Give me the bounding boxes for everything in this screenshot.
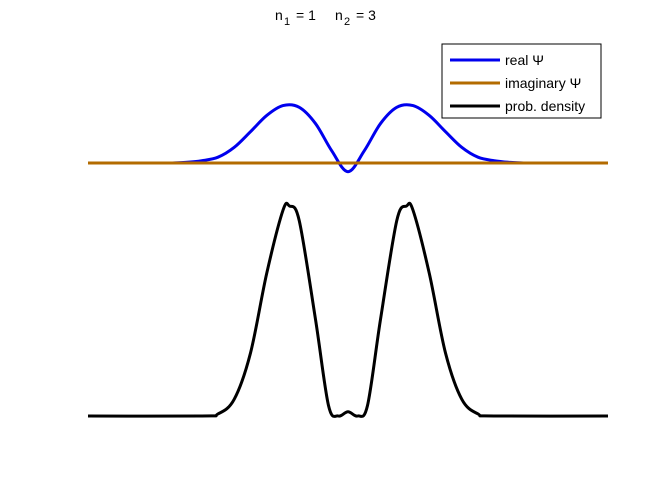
chart-title: n 1 = 1 n 2 = 3	[275, 7, 376, 28]
title-n1-value: = 1	[296, 7, 316, 23]
series-layer	[87, 103, 609, 418]
legend: real Ψ imaginary Ψ prob. density	[441, 43, 602, 119]
series-line-2	[87, 201, 609, 418]
legend-label-2: prob. density	[505, 98, 585, 114]
legend-box	[441, 43, 602, 119]
title-n1-label: n	[275, 7, 283, 23]
series-line-0	[172, 103, 524, 174]
title-n2-subscript: 2	[344, 16, 350, 28]
legend-label-0: real Ψ	[505, 52, 544, 68]
title-n2-label: n	[335, 7, 343, 23]
legend-label-1: imaginary Ψ	[505, 75, 581, 91]
title-n2-value: = 3	[356, 7, 376, 23]
title-n1-subscript: 1	[284, 16, 290, 28]
